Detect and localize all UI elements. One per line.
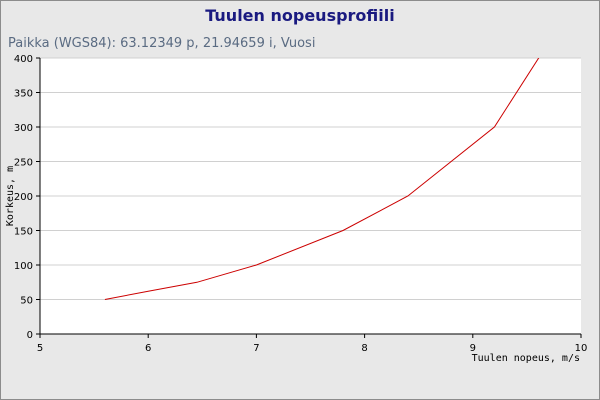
y-tick-label: 300	[14, 123, 33, 134]
chart-title: Tuulen nopeusprofiili	[205, 6, 395, 25]
y-tick-label: 100	[14, 261, 33, 272]
x-axis-label: Tuulen nopeus, m/s	[472, 353, 580, 364]
y-tick-label: 50	[20, 296, 33, 307]
y-tick-label: 0	[27, 330, 33, 341]
y-tick-label: 350	[14, 89, 33, 100]
x-tick-label: 10	[575, 343, 588, 354]
y-tick-label: 150	[14, 227, 33, 238]
x-tick-label: 5	[37, 343, 43, 354]
x-tick-label: 8	[361, 343, 367, 354]
y-tick-label: 200	[14, 192, 33, 203]
y-tick-label: 250	[14, 158, 33, 169]
chart-subtitle: Paikka (WGS84): 63.12349 p, 21.94659 i, …	[8, 36, 316, 51]
y-axis-label: Korkeus, m	[5, 166, 16, 226]
x-tick-label: 6	[145, 343, 151, 354]
series-line	[104, 58, 540, 300]
x-tick-label: 7	[253, 343, 259, 354]
x-tick-label: 9	[470, 343, 476, 354]
y-tick-label: 400	[14, 54, 33, 65]
